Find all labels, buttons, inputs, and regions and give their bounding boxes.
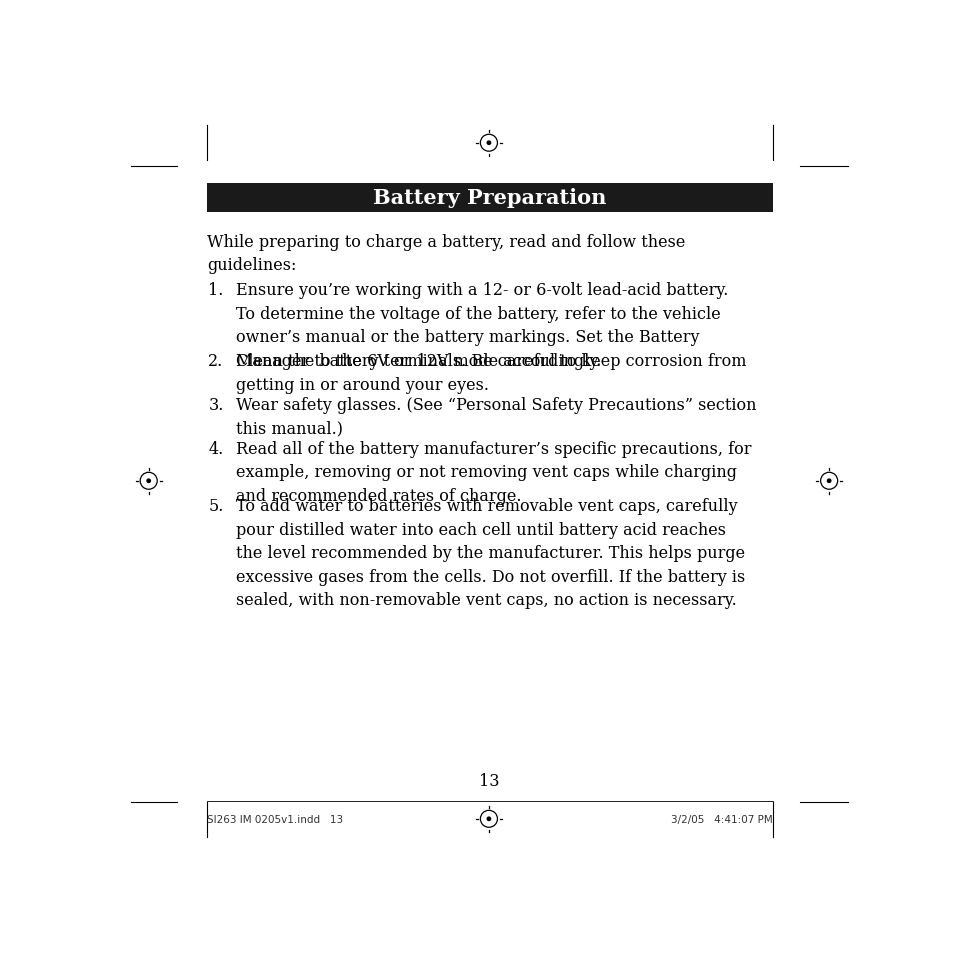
Text: Battery Preparation: Battery Preparation	[373, 188, 606, 208]
Text: 2.: 2.	[208, 353, 223, 370]
Text: Read all of the battery manufacturer’s specific precautions, for
example, removi: Read all of the battery manufacturer’s s…	[236, 440, 751, 504]
Text: While preparing to charge a battery, read and follow these
guidelines:: While preparing to charge a battery, rea…	[207, 233, 684, 274]
Text: Wear safety glasses. (See “Personal Safety Precautions” section
this manual.): Wear safety glasses. (See “Personal Safe…	[236, 396, 756, 437]
Text: Clean the battery terminals. Be careful to keep corrosion from
getting in or aro: Clean the battery terminals. Be careful …	[236, 353, 746, 394]
Text: 5.: 5.	[208, 497, 224, 515]
Text: 3.: 3.	[208, 396, 224, 414]
Circle shape	[147, 479, 151, 483]
Text: SI263 IM 0205v1.indd   13: SI263 IM 0205v1.indd 13	[207, 814, 342, 824]
Text: To add water to batteries with removable vent caps, carefully
pour distilled wat: To add water to batteries with removable…	[236, 497, 744, 609]
Circle shape	[487, 142, 490, 145]
Text: 4.: 4.	[208, 440, 223, 457]
Text: 13: 13	[478, 772, 498, 789]
Text: Ensure you’re working with a 12- or 6-volt lead-acid battery.
To determine the v: Ensure you’re working with a 12- or 6-vo…	[236, 282, 728, 370]
Text: 1.: 1.	[208, 282, 224, 299]
Circle shape	[487, 818, 490, 821]
Circle shape	[826, 479, 830, 483]
FancyBboxPatch shape	[207, 184, 772, 213]
Text: 3/2/05   4:41:07 PM: 3/2/05 4:41:07 PM	[670, 814, 772, 824]
